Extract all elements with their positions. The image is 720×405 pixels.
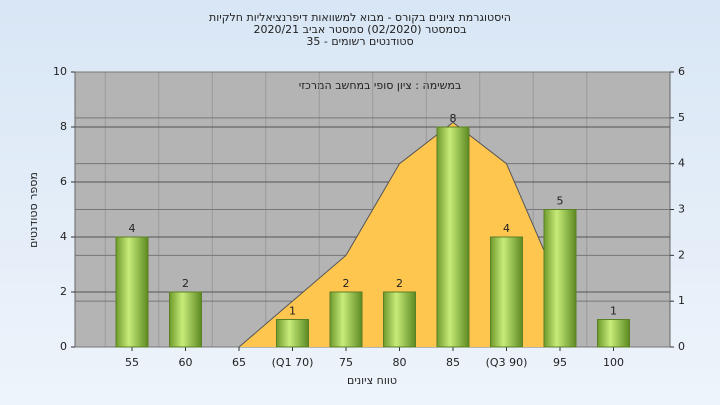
bar — [383, 291, 416, 348]
value-label: 4 — [503, 222, 510, 235]
y2-tick-label: 6 — [678, 65, 685, 78]
area-fill — [239, 122, 560, 348]
y2-tick-label: 4 — [678, 157, 685, 170]
annotation: במשימה : ציון סופי במחשב המרכזי — [299, 79, 462, 92]
bar — [436, 126, 470, 348]
x-tick-label: 85 — [446, 356, 460, 369]
chart-subtitle: בסמסטר (02/2020) סמסטר אביב 2020/21 — [253, 23, 466, 36]
x-tick-label: (Q1 70) — [272, 356, 314, 369]
y-axis-label: מספר סטודנטים — [27, 172, 40, 248]
x-tick-label: (Q3 90) — [486, 356, 528, 369]
x-tick-label: 80 — [393, 356, 407, 369]
value-label: 1 — [289, 305, 296, 318]
x-tick-label: 55 — [125, 356, 139, 369]
value-label: 8 — [450, 112, 457, 125]
value-label: 1 — [610, 305, 617, 318]
bar — [597, 319, 630, 348]
y-tick-label: 6 — [60, 175, 67, 188]
value-label: 2 — [343, 277, 350, 290]
value-label: 2 — [396, 277, 403, 290]
value-label: 5 — [557, 195, 564, 208]
y-tick-label: 0 — [60, 340, 67, 353]
bar — [115, 236, 149, 348]
chart-subtitle: סטודנטים רשומים - 35 — [306, 35, 413, 48]
y2-tick-label: 0 — [678, 340, 685, 353]
x-tick-label: 75 — [339, 356, 353, 369]
chart-title: היסטוגרמת ציונים בקורס - מבוא למשוואות ד… — [209, 11, 511, 24]
bar — [276, 319, 309, 348]
value-label: 4 — [129, 222, 136, 235]
bar — [169, 291, 202, 348]
curve-line — [238, 121, 561, 348]
bar — [490, 236, 523, 348]
y2-tick-label: 5 — [678, 111, 685, 124]
x-tick-label: 100 — [603, 356, 624, 369]
bar — [329, 291, 363, 348]
x-tick-label: 65 — [232, 356, 246, 369]
y2-tick-label: 2 — [678, 248, 685, 261]
value-label: 2 — [182, 277, 189, 290]
y-tick-label: 4 — [60, 230, 67, 243]
x-tick-label: 95 — [553, 356, 567, 369]
x-axis-label: טווח ציונים — [347, 374, 397, 387]
y-tick-label: 10 — [53, 65, 67, 78]
x-tick-label: 60 — [179, 356, 193, 369]
y2-tick-label: 3 — [678, 203, 685, 216]
y-tick-label: 8 — [60, 120, 67, 133]
y2-tick-label: 1 — [678, 294, 685, 307]
y-tick-label: 2 — [60, 285, 67, 298]
bar — [543, 209, 577, 348]
